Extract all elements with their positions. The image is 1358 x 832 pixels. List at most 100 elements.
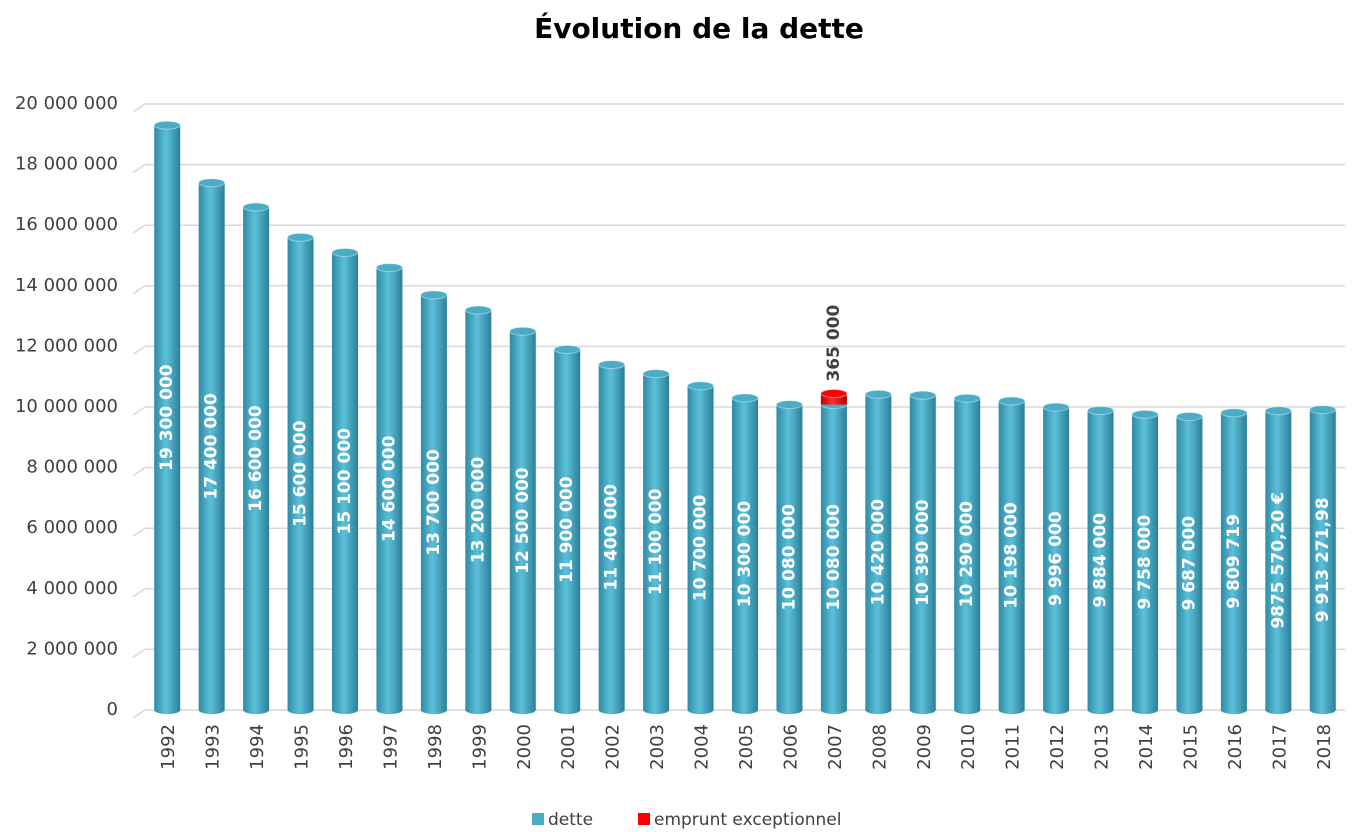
grid-line xyxy=(132,285,1345,295)
data-label: 14 600 000 xyxy=(379,435,399,542)
x-tick-label: 2014 xyxy=(1136,724,1157,770)
data-label: 9 884 000 xyxy=(1091,513,1111,608)
bar xyxy=(198,182,225,710)
x-tick-label: 1996 xyxy=(336,724,357,770)
y-tick-label: 2 000 000 xyxy=(26,638,118,659)
grid-line xyxy=(132,527,1345,537)
bar-top xyxy=(287,232,315,242)
bar-top xyxy=(331,247,359,257)
bar xyxy=(376,267,403,710)
y-tick-label: 10 000 000 xyxy=(15,396,118,417)
bar-top xyxy=(909,390,937,400)
legend-label: emprunt exceptionnel xyxy=(654,810,841,830)
x-tick-label: 1993 xyxy=(203,724,224,770)
x-tick-label: 1994 xyxy=(247,724,268,770)
data-label: 10 080 000 xyxy=(824,504,844,611)
x-tick-label: 2008 xyxy=(869,724,890,770)
bar xyxy=(420,294,447,710)
x-tick-label: 1998 xyxy=(425,724,446,770)
bar xyxy=(287,237,314,710)
bar-top xyxy=(1042,402,1070,412)
bar-bottom xyxy=(1087,706,1114,714)
bar-bottom xyxy=(287,706,314,714)
y-tick-label: 14 000 000 xyxy=(15,275,118,296)
x-tick-label: 2010 xyxy=(958,724,979,770)
bar-top xyxy=(1264,406,1292,416)
bar-top xyxy=(198,178,226,188)
y-tick-label: 0 xyxy=(107,699,118,720)
bar xyxy=(998,401,1025,710)
bar xyxy=(243,207,270,710)
bar-top xyxy=(420,290,448,300)
bar-bottom xyxy=(1176,706,1203,714)
x-tick-label: 1997 xyxy=(380,724,401,770)
bar-top xyxy=(864,389,892,399)
legend-swatch xyxy=(638,813,650,825)
bar-top xyxy=(553,344,581,354)
bar-bottom xyxy=(332,706,358,714)
bar xyxy=(1043,407,1070,710)
chart-title: Évolution de la dette xyxy=(534,11,864,45)
bar xyxy=(465,310,492,710)
bar xyxy=(1265,410,1292,710)
x-tick-label: 1995 xyxy=(292,724,313,770)
x-tick-label: 2016 xyxy=(1225,724,1246,770)
bar xyxy=(554,349,581,710)
grid-line xyxy=(132,588,1345,598)
y-tick-label: 8 000 000 xyxy=(26,457,118,478)
bar-bottom xyxy=(1265,706,1292,714)
y-tick-label: 12 000 000 xyxy=(15,335,118,356)
bar-bottom xyxy=(243,706,270,714)
bar-bottom xyxy=(732,706,758,714)
grid-line xyxy=(132,163,1345,174)
bar-bottom xyxy=(865,706,892,714)
data-label: 9 996 000 xyxy=(1046,511,1066,606)
x-tick-label: 1992 xyxy=(158,724,179,770)
bar-top xyxy=(242,202,270,212)
data-label: 17 400 000 xyxy=(202,393,222,500)
bar-top xyxy=(1175,411,1203,421)
bar-bottom xyxy=(909,706,936,714)
bar-bottom xyxy=(954,706,981,714)
bar-top xyxy=(820,389,848,399)
x-tick-label: 2018 xyxy=(1314,724,1335,770)
bar-top xyxy=(375,263,403,273)
data-label: 16 600 000 xyxy=(246,405,266,512)
grid-line xyxy=(132,345,1345,356)
y-tick-label: 16 000 000 xyxy=(15,214,118,235)
x-tick-label: 2012 xyxy=(1047,724,1068,770)
bar-top xyxy=(642,369,670,379)
bar-bottom xyxy=(509,706,536,714)
bar-top xyxy=(1131,409,1159,419)
bar-top xyxy=(1309,405,1337,415)
bar-bottom xyxy=(1220,706,1247,714)
data-label: 9 913 271,98 xyxy=(1313,497,1333,622)
data-label: 9875 570,20 € xyxy=(1268,492,1288,629)
bar xyxy=(1309,409,1336,710)
bar-top xyxy=(598,360,626,370)
x-tick-label: 1999 xyxy=(469,724,490,770)
data-label: 9 758 000 xyxy=(1135,515,1155,610)
bar xyxy=(1176,416,1203,710)
bar-bottom xyxy=(776,706,803,714)
data-label: 10 700 000 xyxy=(691,494,711,601)
data-label: 10 290 000 xyxy=(957,501,977,608)
x-tick-label: 2003 xyxy=(647,724,668,770)
x-tick-label: 2002 xyxy=(603,724,624,770)
y-tick-label: 20 000 000 xyxy=(15,93,118,114)
bar-bottom xyxy=(376,706,403,714)
bar xyxy=(643,373,670,710)
data-label: 9 809 719 xyxy=(1224,514,1244,609)
bar-top xyxy=(153,120,181,130)
bar-bottom xyxy=(1043,706,1070,714)
bar-bottom xyxy=(643,706,670,714)
grid-line xyxy=(132,648,1345,659)
bar-bottom xyxy=(687,706,714,714)
x-tick-label: 2009 xyxy=(914,724,935,770)
bar xyxy=(776,404,803,710)
bar-bottom xyxy=(154,706,181,714)
grid-line xyxy=(132,466,1345,477)
y-tick-label: 18 000 000 xyxy=(15,154,118,175)
x-tick-label: 2000 xyxy=(514,724,535,770)
